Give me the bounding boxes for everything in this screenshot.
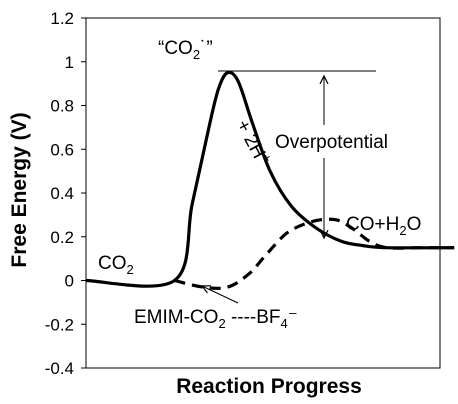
y-tick-label: 0.2 (50, 228, 74, 247)
label-product: CO+H2O (346, 214, 421, 238)
y-axis-title: Free Energy (V) (8, 112, 31, 267)
label-overpotential: Overpotential (275, 132, 388, 153)
y-tick-label: 0.4 (50, 184, 74, 203)
x-axis-title: Reaction Progress (176, 375, 362, 398)
overpotential-indicator (218, 70, 376, 238)
series-line-dashed (174, 217, 455, 290)
label-co2-radical: “CO2˙” (158, 38, 213, 62)
y-axis-ticks: 1.2 1 0.8 0.6 0.4 0.2 0 -0.2 -0.4 (45, 9, 86, 378)
label-co2-reactant: CO2 (98, 253, 134, 277)
y-tick-label: 1.2 (50, 9, 74, 28)
series-layer (85, 70, 455, 290)
y-tick-label: 1 (65, 53, 74, 72)
complex-pointer-arrow (202, 286, 239, 304)
y-tick-label: 0 (65, 272, 74, 291)
label-proton-addition: + 2H+ (232, 115, 276, 169)
y-tick-label: -0.2 (45, 315, 74, 334)
y-tick-label: -0.4 (45, 359, 74, 378)
label-emim-complex: EMIM-CO2 ----BF4⁻ (134, 307, 298, 331)
y-tick-label: 0.6 (50, 140, 74, 159)
y-tick-label: 0.8 (50, 97, 74, 116)
series-line-solid (85, 70, 455, 288)
